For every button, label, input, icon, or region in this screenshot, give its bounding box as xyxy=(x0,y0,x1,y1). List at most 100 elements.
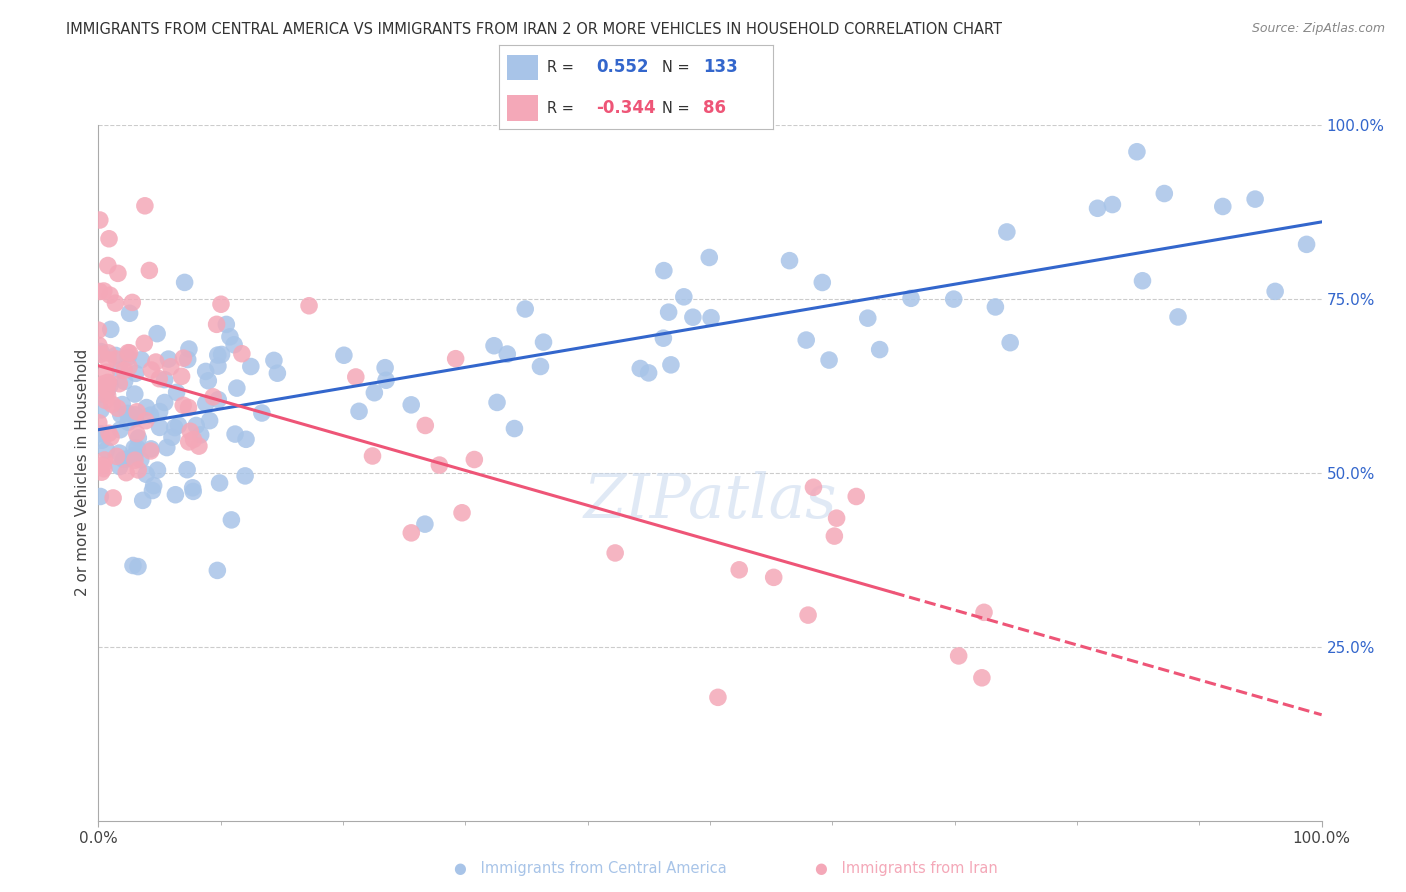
Point xyxy=(1087,201,1109,215)
Point xyxy=(1167,310,1189,324)
Point xyxy=(659,358,682,372)
Point xyxy=(100,430,122,444)
Point xyxy=(91,387,114,401)
Point xyxy=(141,363,163,377)
Point xyxy=(811,276,834,290)
Point xyxy=(176,463,198,477)
Point xyxy=(114,375,136,389)
Point xyxy=(146,463,169,477)
Point xyxy=(399,398,422,412)
Point xyxy=(97,346,120,360)
Y-axis label: 2 or more Vehicles in Household: 2 or more Vehicles in Household xyxy=(75,349,90,597)
Point xyxy=(503,421,526,435)
Point xyxy=(90,383,112,397)
Point xyxy=(89,490,111,504)
Point xyxy=(700,310,723,325)
Point xyxy=(1126,145,1149,159)
Point xyxy=(127,463,149,477)
Point xyxy=(108,363,131,377)
Point xyxy=(122,441,145,455)
Point xyxy=(179,424,201,438)
Point xyxy=(998,335,1021,350)
Point xyxy=(117,451,139,466)
Point xyxy=(533,335,555,350)
Text: 133: 133 xyxy=(703,59,738,77)
Point xyxy=(1153,186,1175,201)
Point xyxy=(652,263,675,277)
Point xyxy=(942,292,965,306)
Point xyxy=(97,388,120,402)
Point xyxy=(463,452,485,467)
Point xyxy=(117,351,139,365)
Point xyxy=(125,405,148,419)
Text: R =: R = xyxy=(547,101,574,116)
Point xyxy=(112,363,135,377)
Point xyxy=(215,318,238,332)
Point xyxy=(148,372,170,386)
Point xyxy=(363,385,385,400)
FancyBboxPatch shape xyxy=(508,54,537,80)
Point xyxy=(239,359,262,374)
Point xyxy=(124,387,146,401)
Point xyxy=(266,366,288,380)
Point xyxy=(90,426,112,441)
Point xyxy=(173,276,195,290)
Point xyxy=(177,401,200,415)
Point xyxy=(344,370,367,384)
Point xyxy=(224,337,246,351)
Point xyxy=(127,441,149,455)
Point xyxy=(823,529,845,543)
Point xyxy=(333,348,356,362)
Point xyxy=(90,465,112,479)
Text: ZIPatlas: ZIPatlas xyxy=(583,471,837,531)
Point xyxy=(90,344,112,359)
Point xyxy=(138,263,160,277)
Point xyxy=(219,330,242,344)
Point xyxy=(803,480,825,494)
Point xyxy=(124,411,146,425)
Point xyxy=(121,295,143,310)
Point xyxy=(117,415,139,429)
Point xyxy=(845,490,868,504)
Point xyxy=(93,453,115,467)
Point xyxy=(451,506,474,520)
Point xyxy=(970,671,993,685)
Point xyxy=(1132,274,1154,288)
Point xyxy=(652,331,675,345)
Point xyxy=(429,458,451,472)
Point xyxy=(142,478,165,492)
Point xyxy=(96,365,118,379)
Point xyxy=(149,404,172,418)
Point xyxy=(1212,199,1234,213)
Point xyxy=(139,442,162,456)
Point xyxy=(96,376,118,390)
Point xyxy=(794,333,817,347)
Point xyxy=(211,347,233,361)
Point xyxy=(107,266,129,280)
Text: N =: N = xyxy=(662,101,690,116)
Point xyxy=(157,352,180,367)
Point xyxy=(401,525,423,540)
Point xyxy=(146,326,169,341)
Point xyxy=(183,433,205,447)
Text: 86: 86 xyxy=(703,99,727,117)
Point xyxy=(134,199,156,213)
Point xyxy=(225,381,247,395)
Point xyxy=(235,432,257,446)
Point xyxy=(202,390,225,404)
Point xyxy=(110,408,132,422)
Point xyxy=(825,511,848,525)
Point xyxy=(1264,285,1286,299)
Point xyxy=(413,517,436,532)
Point xyxy=(122,558,145,573)
Point xyxy=(96,443,118,458)
Point xyxy=(224,427,246,442)
Point xyxy=(93,461,115,475)
Point xyxy=(221,513,243,527)
Point xyxy=(153,373,176,387)
Point xyxy=(190,428,212,442)
Point xyxy=(194,396,217,410)
Point xyxy=(125,426,148,441)
Point xyxy=(672,290,695,304)
Point xyxy=(444,351,467,366)
